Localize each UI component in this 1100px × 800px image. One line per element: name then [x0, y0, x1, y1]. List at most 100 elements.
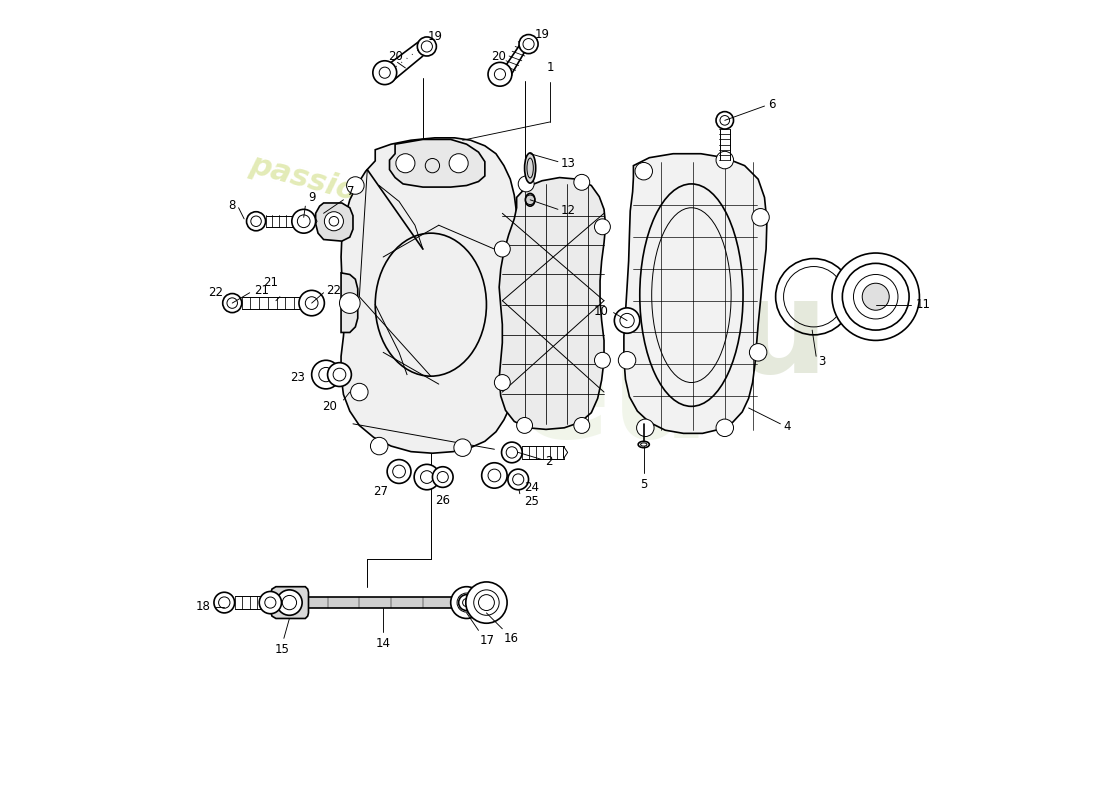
Circle shape	[396, 154, 415, 173]
Text: 25: 25	[525, 495, 539, 508]
Circle shape	[594, 352, 610, 368]
Text: 3: 3	[818, 355, 826, 368]
Circle shape	[346, 177, 364, 194]
Circle shape	[265, 597, 276, 608]
Circle shape	[340, 293, 360, 314]
Text: 16: 16	[504, 632, 519, 645]
Circle shape	[260, 591, 282, 614]
Circle shape	[371, 438, 388, 455]
Text: eu: eu	[517, 333, 711, 467]
Polygon shape	[271, 586, 308, 618]
Circle shape	[292, 210, 316, 233]
Circle shape	[720, 115, 729, 125]
Circle shape	[620, 314, 635, 328]
Text: 7: 7	[346, 186, 354, 198]
Text: 10: 10	[594, 305, 608, 318]
Circle shape	[574, 418, 590, 434]
Circle shape	[297, 215, 310, 228]
Circle shape	[518, 176, 535, 192]
Ellipse shape	[640, 443, 647, 446]
Circle shape	[474, 590, 499, 615]
Circle shape	[463, 598, 471, 606]
Circle shape	[508, 469, 529, 490]
Text: 11: 11	[915, 298, 931, 311]
Circle shape	[420, 470, 433, 483]
Circle shape	[716, 419, 734, 437]
Circle shape	[393, 465, 406, 478]
Circle shape	[246, 212, 265, 230]
Text: passion for parts: passion for parts	[350, 293, 560, 317]
Text: 22: 22	[326, 284, 341, 297]
Polygon shape	[389, 139, 485, 187]
Circle shape	[319, 367, 333, 382]
Circle shape	[222, 294, 242, 313]
Circle shape	[637, 419, 654, 437]
Circle shape	[387, 459, 411, 483]
Circle shape	[328, 362, 351, 386]
Circle shape	[482, 462, 507, 488]
Circle shape	[843, 263, 909, 330]
Circle shape	[277, 590, 302, 615]
Circle shape	[251, 216, 262, 226]
Ellipse shape	[638, 442, 649, 448]
Circle shape	[454, 439, 472, 457]
Circle shape	[854, 274, 898, 319]
Text: 26: 26	[436, 494, 450, 506]
Circle shape	[458, 593, 476, 612]
Circle shape	[227, 298, 238, 308]
Text: 24: 24	[525, 481, 540, 494]
Text: 17: 17	[480, 634, 495, 646]
Circle shape	[329, 217, 339, 226]
Polygon shape	[314, 215, 317, 227]
Circle shape	[351, 383, 369, 401]
Circle shape	[574, 174, 590, 190]
Text: 12: 12	[561, 205, 576, 218]
Text: 20: 20	[491, 50, 506, 63]
Circle shape	[488, 469, 501, 482]
Circle shape	[333, 368, 345, 381]
Circle shape	[459, 594, 474, 610]
Circle shape	[751, 209, 769, 226]
Text: 4: 4	[783, 420, 791, 433]
Circle shape	[379, 67, 390, 78]
Text: 20: 20	[322, 400, 337, 413]
Circle shape	[594, 219, 610, 234]
Circle shape	[513, 474, 524, 485]
Circle shape	[522, 38, 535, 50]
Text: 6: 6	[768, 98, 776, 111]
Text: 8: 8	[228, 199, 235, 212]
Circle shape	[635, 162, 652, 180]
Circle shape	[517, 418, 532, 434]
Circle shape	[465, 582, 507, 623]
Text: 15: 15	[275, 643, 289, 656]
Circle shape	[219, 597, 230, 608]
Circle shape	[716, 112, 734, 129]
Circle shape	[283, 595, 297, 610]
Circle shape	[862, 283, 889, 310]
Circle shape	[449, 154, 469, 173]
Circle shape	[506, 446, 517, 458]
Circle shape	[437, 471, 449, 482]
Circle shape	[749, 343, 767, 361]
Text: 13: 13	[561, 157, 576, 170]
Text: 5: 5	[640, 478, 648, 491]
Circle shape	[618, 351, 636, 369]
Circle shape	[311, 360, 340, 389]
Ellipse shape	[525, 153, 536, 183]
Circle shape	[488, 62, 512, 86]
Circle shape	[417, 37, 437, 56]
Circle shape	[494, 241, 510, 257]
Circle shape	[832, 253, 920, 341]
Text: 23: 23	[290, 371, 306, 384]
Circle shape	[478, 594, 494, 610]
Circle shape	[324, 212, 343, 230]
Circle shape	[502, 442, 522, 462]
Polygon shape	[624, 154, 767, 434]
Circle shape	[451, 586, 483, 618]
Circle shape	[494, 374, 510, 390]
Circle shape	[614, 308, 640, 334]
Text: 19: 19	[427, 30, 442, 42]
Circle shape	[519, 34, 538, 54]
Polygon shape	[499, 178, 606, 430]
Circle shape	[432, 466, 453, 487]
